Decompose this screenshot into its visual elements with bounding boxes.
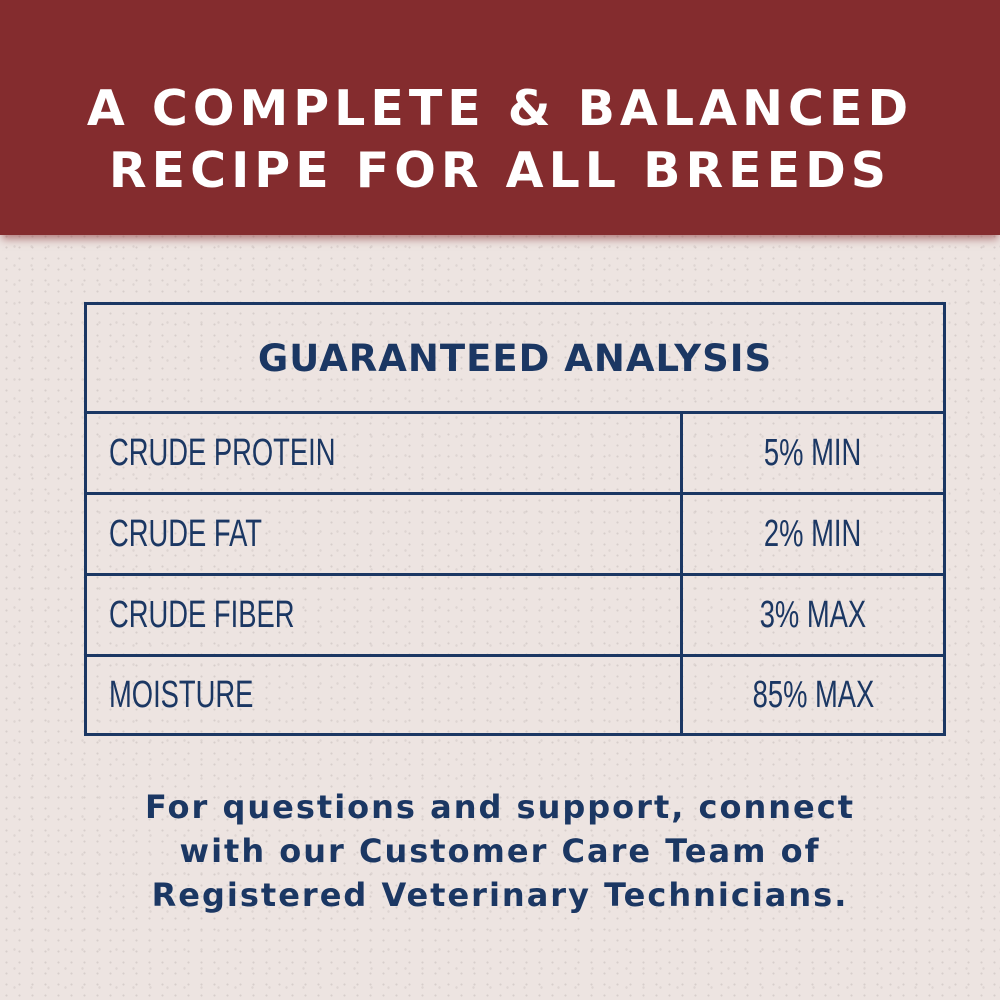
row-value: 5% MIN bbox=[764, 431, 862, 474]
support-line-1: For questions and support, connect bbox=[144, 788, 856, 826]
row-label: MOISTURE bbox=[109, 674, 254, 716]
row-value: 2% MIN bbox=[764, 512, 862, 555]
guaranteed-analysis-table: GUARANTEED ANALYSIS CRUDE PROTEIN 5% MIN… bbox=[84, 302, 946, 736]
support-message: For questions and support, connect with … bbox=[0, 785, 1000, 917]
row-label: CRUDE PROTEIN bbox=[109, 431, 336, 474]
header-banner bbox=[0, 0, 1000, 235]
banner-title: A COMPLETE & BALANCED RECIPE FOR ALL BRE… bbox=[0, 78, 1000, 202]
table-row: MOISTURE 85% MAX bbox=[87, 657, 943, 734]
row-label: CRUDE FAT bbox=[109, 512, 263, 555]
row-label: CRUDE FIBER bbox=[109, 593, 295, 636]
row-value: 3% MAX bbox=[759, 593, 867, 636]
table-row: CRUDE FAT 2% MIN bbox=[87, 495, 943, 576]
banner-title-line-1: A COMPLETE & BALANCED bbox=[86, 80, 914, 137]
support-line-2: with our Customer Care Team of bbox=[179, 832, 821, 870]
banner-title-line-2: RECIPE FOR ALL BREEDS bbox=[108, 142, 892, 199]
table-title: GUARANTEED ANALYSIS bbox=[87, 305, 943, 414]
row-value: 85% MAX bbox=[752, 674, 874, 716]
table-row: CRUDE FIBER 3% MAX bbox=[87, 576, 943, 657]
support-line-3: Registered Veterinary Technicians. bbox=[151, 876, 849, 914]
table-row: CRUDE PROTEIN 5% MIN bbox=[87, 414, 943, 495]
